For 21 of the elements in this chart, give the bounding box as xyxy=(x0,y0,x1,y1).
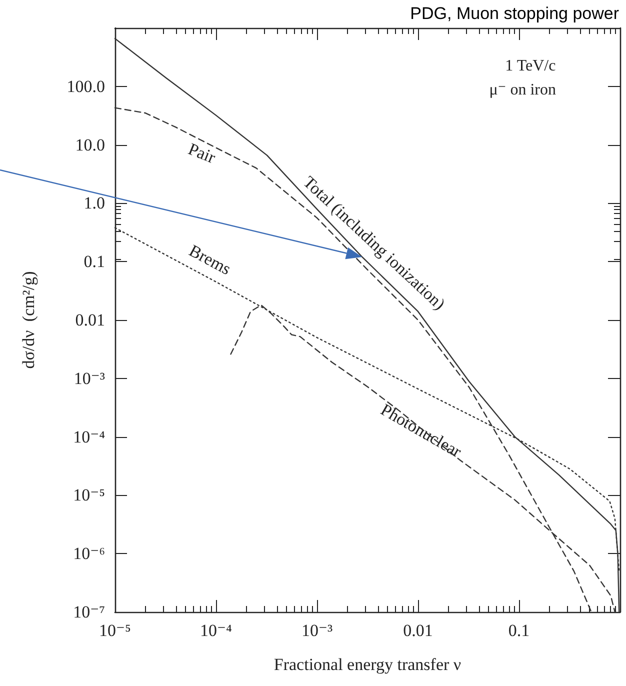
y-axis-title: dσ/dν (cm²/g) xyxy=(19,271,38,369)
y-tick-label: 0.01 xyxy=(75,310,105,330)
y-tick-label: 10⁻⁷ xyxy=(73,602,106,622)
x-tick-label: 10⁻⁵ xyxy=(99,621,132,640)
y-tick-label: 10⁻⁶ xyxy=(73,544,106,564)
x-tick-label: 0.1 xyxy=(508,621,530,640)
chart-title: PDG, Muon stopping power xyxy=(410,4,620,23)
y-tick-label: 10.0 xyxy=(75,135,105,154)
y-tick-label: 0.1 xyxy=(84,252,105,272)
y-tick-label: 10⁻³ xyxy=(74,368,105,388)
text: Pair xyxy=(186,139,218,168)
x-tick-label: 0.01 xyxy=(403,621,433,640)
y-tick-label: 10⁻⁵ xyxy=(73,486,106,505)
annotation: μ⁻ on iron xyxy=(489,82,556,98)
annotation: 1 TeV/c xyxy=(505,58,556,74)
y-tick-label: 10⁻⁴ xyxy=(73,427,106,446)
x-tick-label: 10⁻³ xyxy=(301,621,333,640)
x-axis-title: Fractional energy transfer ν xyxy=(274,655,462,674)
y-tick-label: 1.0 xyxy=(84,194,105,213)
y-tick-label: 100.0 xyxy=(66,76,105,96)
x-tick-label: 10⁻⁴ xyxy=(200,621,232,640)
